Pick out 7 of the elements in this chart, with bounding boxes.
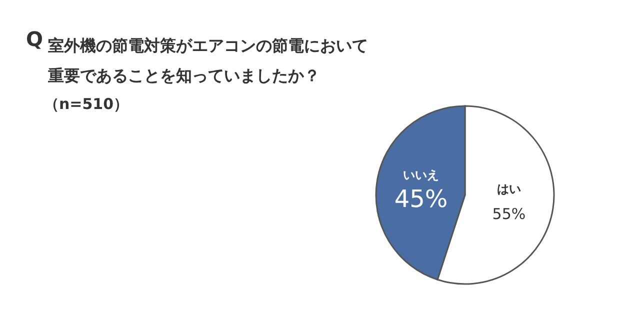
data-label: 45% bbox=[394, 185, 448, 214]
data-label: 55% bbox=[492, 204, 526, 223]
slice-label: はい bbox=[496, 182, 521, 196]
text: 室外機の節電対策がエアコンの節電において重要であることを知っていましたか？ bbox=[47, 36, 368, 85]
slice-label: いいえ bbox=[403, 168, 440, 182]
text: Q bbox=[26, 27, 44, 51]
text: （n=510） bbox=[44, 95, 129, 113]
